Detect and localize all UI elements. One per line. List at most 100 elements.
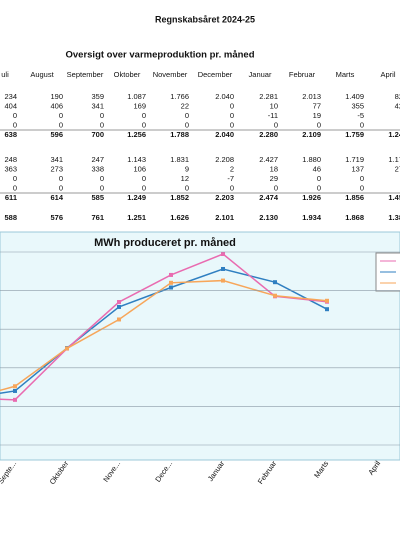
point [117, 317, 121, 322]
cell: 0 [360, 183, 364, 192]
cell: 18 [270, 164, 278, 173]
point [65, 346, 69, 351]
cell: 2 [230, 164, 234, 173]
cell: 137 [351, 164, 364, 173]
cell: 1.856 [345, 193, 364, 202]
column-header: Marts [336, 70, 355, 79]
x-tick-label: Februar [256, 459, 279, 486]
cell: 1.831 [170, 155, 189, 164]
point [273, 293, 277, 298]
cell: 247 [91, 155, 104, 164]
cell: 2.474 [259, 193, 279, 202]
cell: 0 [13, 111, 17, 120]
subtitle: Oversigt over varmeproduktion pr. måned [66, 50, 255, 61]
cell: 2.040 [215, 130, 234, 139]
cell: 404 [4, 101, 17, 110]
cell: 1.45 [388, 193, 400, 202]
cell: 27 [395, 164, 400, 173]
cell: 1.38 [388, 213, 400, 222]
cell: 0 [230, 111, 234, 120]
cell: 2.109 [302, 130, 321, 139]
cell: 0 [317, 174, 321, 183]
point [169, 272, 173, 277]
cell: 596 [50, 130, 63, 139]
cell: 0 [360, 120, 364, 129]
cell: -7 [227, 174, 234, 183]
cell: 248 [4, 155, 17, 164]
cell: 1.868 [345, 213, 364, 222]
cell: 1.766 [170, 92, 189, 101]
cell: 190 [50, 92, 63, 101]
cell: 338 [91, 164, 104, 173]
point [13, 388, 17, 393]
cell: 2.280 [259, 130, 278, 139]
cell: 2.203 [215, 193, 234, 202]
cell: 0 [100, 174, 104, 183]
cell: 761 [91, 213, 104, 222]
point [325, 298, 329, 303]
cell: 46 [313, 164, 321, 173]
cell: 77 [313, 101, 321, 110]
point [273, 280, 277, 285]
cell: 2.208 [215, 155, 234, 164]
cell: 0 [142, 183, 146, 192]
cell: 22 [181, 101, 189, 110]
cell: 10 [270, 101, 278, 110]
x-tick-label: Septe... [0, 459, 18, 485]
cell: 2.101 [215, 213, 234, 222]
cell: 82 [395, 92, 400, 101]
cell: 0 [142, 111, 146, 120]
cell: 0 [317, 183, 321, 192]
cell: 2.130 [259, 213, 278, 222]
point [169, 280, 173, 285]
point [169, 285, 173, 290]
cell: 0 [142, 174, 146, 183]
cell: 0 [13, 120, 17, 129]
cell: 1.249 [127, 193, 146, 202]
x-tick-label: Oktober [48, 459, 71, 486]
cell: 273 [50, 164, 63, 173]
column-header: April [380, 70, 395, 79]
cell: 42 [395, 101, 400, 110]
x-tick-label: April [366, 459, 382, 477]
cell: 106 [133, 164, 146, 173]
cell: 406 [50, 101, 63, 110]
cell: 0 [13, 183, 17, 192]
point [117, 304, 121, 309]
cell: 363 [4, 164, 17, 173]
cell: 588 [4, 213, 17, 222]
cell: 638 [4, 130, 17, 139]
point [221, 252, 225, 257]
cell: 576 [50, 213, 63, 222]
cell: 9 [185, 164, 189, 173]
cell: -5 [357, 111, 364, 120]
cell: 1.934 [302, 213, 322, 222]
cell: 0 [185, 111, 189, 120]
cell: 2.040 [215, 92, 234, 101]
x-tick-label: Marts [312, 459, 330, 480]
cell: 2.427 [259, 155, 278, 164]
cell: 0 [59, 111, 63, 120]
cell: 1.880 [302, 155, 321, 164]
cell: 234 [4, 92, 17, 101]
cell: 355 [351, 101, 364, 110]
cell: 1.24 [388, 130, 400, 139]
cell: 0 [230, 101, 234, 110]
cell: 0 [59, 174, 63, 183]
title: Regnskabsåret 2024-25 [155, 14, 255, 24]
cell: 169 [133, 101, 146, 110]
cell: 0 [274, 120, 278, 129]
cell: 0 [100, 120, 104, 129]
x-tick-label: Nove... [101, 459, 122, 484]
cell: 19 [313, 111, 321, 120]
column-header: August [30, 70, 54, 79]
cell: 1.719 [345, 155, 364, 164]
cell: 1.409 [345, 92, 364, 101]
column-header: uli [1, 70, 9, 79]
chart-title: MWh produceret pr. måned [94, 237, 236, 249]
cell: 0 [274, 183, 278, 192]
point [325, 307, 329, 312]
cell: 1.759 [345, 130, 364, 139]
point [117, 300, 121, 305]
cell: 1.143 [127, 155, 146, 164]
